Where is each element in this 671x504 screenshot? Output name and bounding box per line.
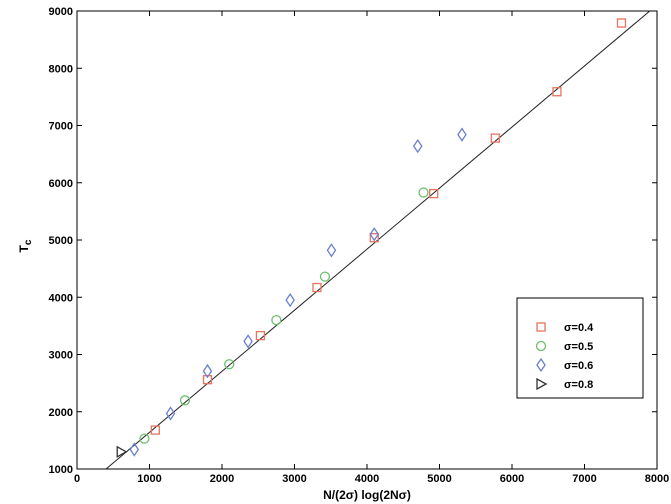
- y-axis-label: Tc: [17, 239, 34, 252]
- legend: σ=0.4 σ=0.5 σ=0.6 σ=0.8: [516, 297, 644, 399]
- x-tick-label: 0: [74, 473, 80, 485]
- x-tick-label: 8000: [645, 473, 669, 485]
- y-tick-label: 8000: [49, 63, 73, 75]
- data-point: [457, 127, 467, 142]
- y-tick-label: 3000: [49, 350, 73, 362]
- data-point: [319, 271, 331, 282]
- y-axis-label-main: T: [17, 244, 31, 252]
- legend-marker: [535, 340, 547, 352]
- legend-marker: [536, 322, 546, 332]
- x-tick-label: 1000: [137, 473, 161, 485]
- data-point: [150, 425, 160, 435]
- y-tick-label: 9000: [49, 6, 73, 18]
- legend-marker: [536, 377, 548, 391]
- data-point: [255, 330, 266, 341]
- data-point: [490, 133, 500, 143]
- data-point: [202, 375, 213, 385]
- legend-label: σ=0.8: [564, 379, 593, 391]
- data-point: [116, 445, 128, 458]
- data-point: [224, 359, 235, 370]
- axis-ticks: 0 1000 2000 3000 4000 5000 6000 7000 80001000200…: [49, 6, 670, 485]
- data-point: [418, 187, 429, 198]
- y-tick-label: 1000: [49, 464, 73, 476]
- y-tick-label: 7000: [49, 121, 73, 133]
- y-tick-label: 5000: [49, 235, 73, 247]
- x-tick-label: 7000: [572, 473, 596, 485]
- x-tick-label: 5000: [427, 473, 451, 485]
- data-point: [616, 18, 627, 28]
- data-point: [139, 433, 150, 444]
- data-point: [412, 138, 423, 154]
- y-tick-label: 2000: [49, 407, 73, 419]
- y-tick-label: 4000: [49, 292, 73, 304]
- y-tick-label: 6000: [49, 178, 73, 190]
- data-point: [271, 314, 282, 326]
- plot-frame: [76, 10, 658, 470]
- data-points: [116, 18, 627, 458]
- y-axis-label-subscript: c: [23, 239, 34, 245]
- legend-label: σ=0.6: [564, 360, 593, 372]
- x-tick-label: 3000: [282, 473, 306, 485]
- data-point: [165, 406, 176, 421]
- x-tick-label: 4000: [355, 473, 379, 485]
- data-point: [243, 334, 253, 349]
- data-point: [429, 188, 439, 199]
- data-point: [129, 442, 140, 457]
- data-point: [552, 87, 562, 97]
- data-point: [326, 243, 337, 258]
- legend-label: σ=0.5: [564, 341, 593, 353]
- legend-box: [516, 297, 644, 399]
- legend-marker: [536, 357, 546, 373]
- data-point: [312, 282, 322, 293]
- x-tick-label: 6000: [500, 473, 524, 485]
- y-axis-label-group: Tc: [17, 239, 34, 252]
- data-point: [179, 395, 191, 406]
- x-tick-label: 2000: [210, 473, 234, 485]
- legend-label: σ=0.4: [564, 322, 594, 334]
- data-point: [369, 233, 379, 243]
- data-point: [202, 363, 213, 379]
- data-point: [369, 227, 380, 242]
- x-axis-label: N/(2σ) log(2Nσ): [323, 488, 411, 502]
- data-point: [285, 292, 295, 308]
